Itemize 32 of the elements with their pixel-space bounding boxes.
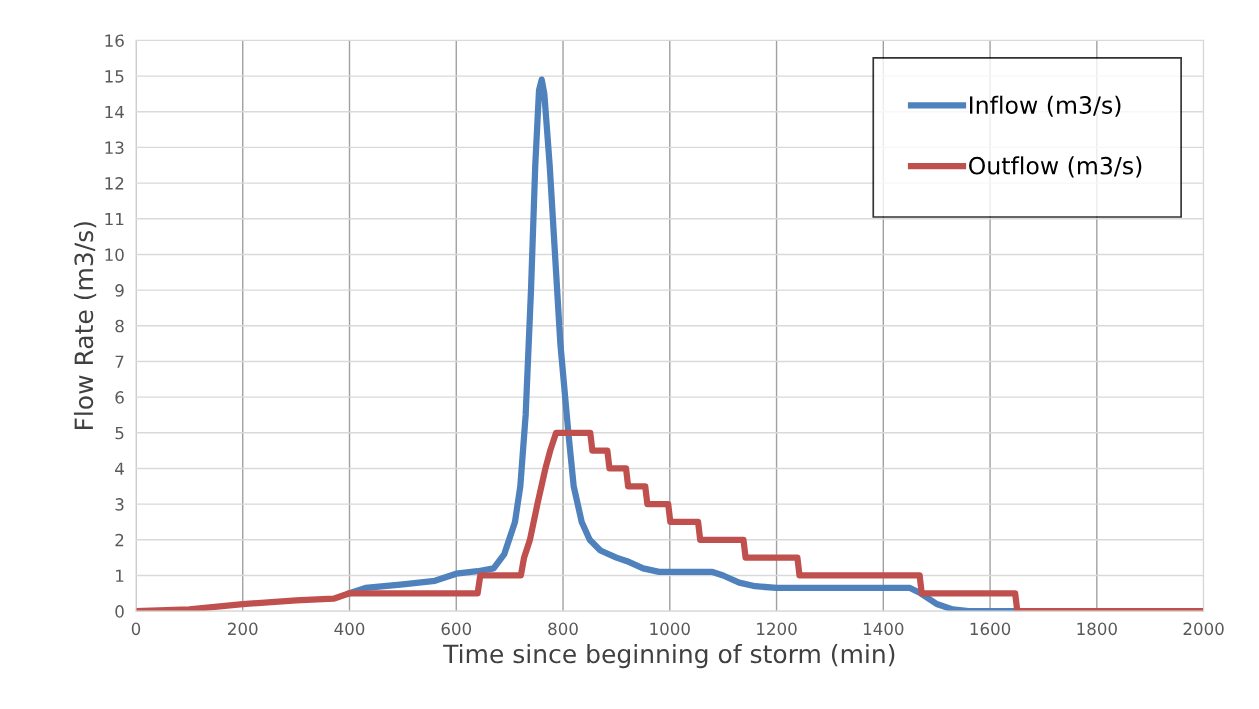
y-tick-label: 8 <box>115 319 124 333</box>
y-tick-label: 16 <box>105 34 124 47</box>
x-tick-label: 800 <box>548 622 578 636</box>
x-tick-label: 1200 <box>757 622 797 636</box>
x-axis-title: Time since beginning of storm (min) <box>443 643 895 669</box>
x-tick-label: 2000 <box>1183 622 1224 636</box>
x-tick-label: 0 <box>131 622 141 636</box>
y-tick-label: 5 <box>115 426 124 440</box>
x-tick-label: 400 <box>334 622 365 636</box>
y-tick-label: 13 <box>105 141 124 154</box>
y-tick-label: 15 <box>105 70 124 83</box>
x-tick-label: 200 <box>228 622 258 636</box>
y-tick-label: 4 <box>115 462 124 475</box>
y-tick-label: 11 <box>105 212 124 226</box>
x-tick-label: 600 <box>441 622 472 636</box>
y-tick-label: 2 <box>115 533 124 547</box>
y-tick-label: 12 <box>105 177 124 190</box>
x-tick-label: 1400 <box>863 622 904 636</box>
y-axis-title: Flow Rate (m3/s) <box>73 222 97 430</box>
y-tick-label: 10 <box>105 248 124 262</box>
legend-label: Inflow (m3/s) <box>970 95 1121 117</box>
legend-label: Outflow (m3/s) <box>969 156 1142 178</box>
y-tick-label: 0 <box>115 605 124 618</box>
y-tick-label: 3 <box>115 498 124 511</box>
x-tick-label: 1600 <box>970 622 1011 636</box>
y-tick-label: 7 <box>115 355 124 368</box>
y-tick-label: 14 <box>105 105 124 119</box>
y-tick-label: 1 <box>116 569 124 582</box>
y-tick-label: 6 <box>115 391 124 404</box>
x-tick-label: 1000 <box>650 622 690 636</box>
x-tick-label: 1800 <box>1077 622 1117 636</box>
y-tick-label: 9 <box>115 284 124 297</box>
